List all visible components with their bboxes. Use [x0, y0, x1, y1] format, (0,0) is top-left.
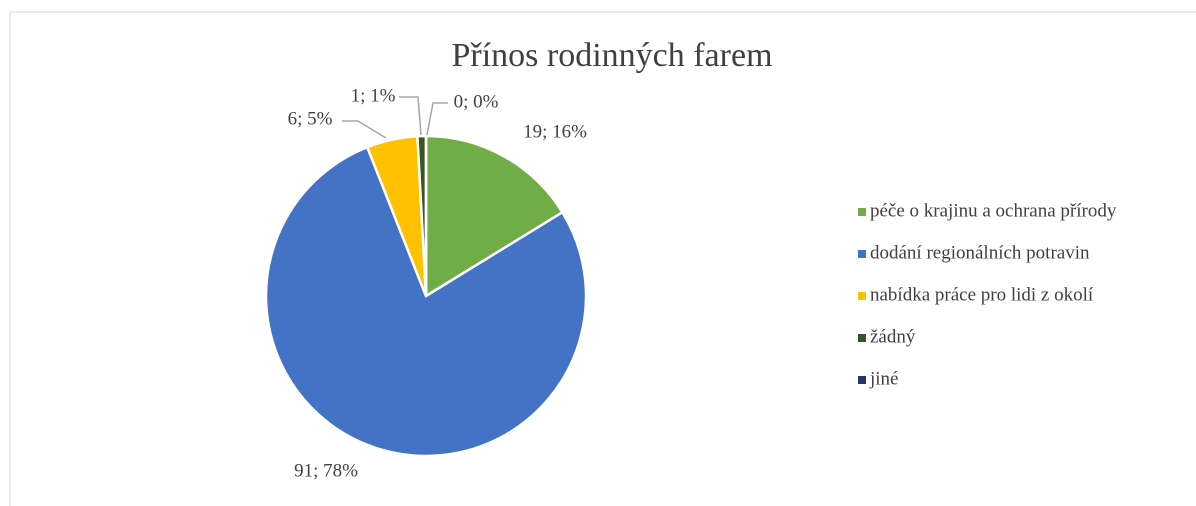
leader-line [342, 120, 387, 139]
legend-label: žádný [870, 326, 916, 347]
chart-title: Přínos rodinných farem [451, 37, 772, 74]
data-label: 0; 0% [454, 91, 499, 112]
data-label: 91; 78% [294, 460, 358, 481]
legend-swatch [858, 376, 866, 384]
legend-label: péče o krajinu a ochrana přírody [870, 200, 1117, 221]
legend-swatch [858, 250, 866, 258]
leader-line [426, 102, 448, 136]
data-label: 6; 5% [288, 108, 333, 129]
pie-slice [264, 145, 588, 458]
legend-swatch [858, 334, 866, 342]
data-label: 19; 16% [523, 121, 587, 142]
chart-border [9, 11, 1196, 506]
legend-swatch [858, 292, 866, 300]
pie-slice [424, 134, 565, 299]
legend-label: nabídka práce pro lidi z okolí [870, 284, 1094, 305]
legend-swatch [858, 208, 866, 216]
legend-label: dodání regionálních potravin [870, 242, 1090, 263]
leader-line [399, 96, 422, 136]
data-label: 1; 1% [351, 85, 396, 106]
legend-label: jiné [869, 368, 899, 389]
